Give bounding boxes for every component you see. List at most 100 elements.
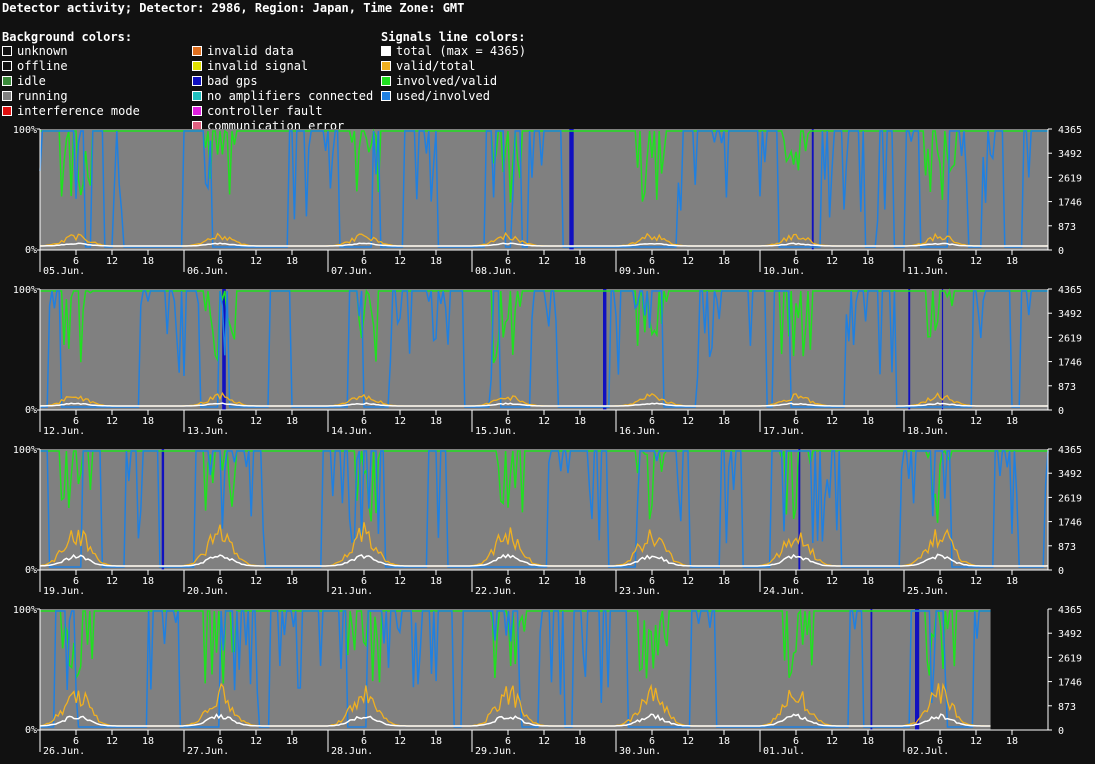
hour-label: 18 (862, 256, 874, 267)
hour-label: 12 (538, 736, 550, 747)
hour-label: 18 (286, 576, 298, 587)
hour-label: 18 (718, 576, 730, 587)
day-label: 20.Jun. (187, 586, 229, 597)
hour-label: 6 (361, 576, 367, 587)
legend-swatch (2, 91, 12, 101)
legend-swatch (381, 91, 391, 101)
hour-label: 6 (73, 416, 79, 427)
day-label: 18.Jun. (907, 426, 949, 437)
hour-label: 18 (862, 416, 874, 427)
right-tick-label: 1746 (1058, 678, 1082, 689)
bad-gps-stripe (569, 129, 574, 250)
day-label: 17.Jun. (763, 426, 805, 437)
left-tick-label: 0% (25, 405, 37, 416)
hour-label: 6 (217, 736, 223, 747)
hour-label: 18 (286, 736, 298, 747)
bad-gps-stripe (870, 609, 873, 730)
legend-swatch (2, 61, 12, 71)
series-involved-valid (40, 449, 1048, 523)
legend-label: valid/total (396, 59, 476, 73)
hour-label: 12 (682, 576, 694, 587)
series-involved-valid (40, 609, 991, 684)
hour-label: 18 (142, 256, 154, 267)
day-label: 26.Jun. (43, 746, 85, 757)
day-label: 09.Jun. (619, 266, 661, 277)
day-label: 11.Jun. (907, 266, 949, 277)
legend-label: idle (17, 74, 46, 88)
hour-label: 12 (250, 736, 262, 747)
series-total (39, 553, 1049, 567)
legend-item-bg-unknown: unknown (2, 44, 68, 59)
running-background (40, 129, 1048, 250)
day-label: 14.Jun. (331, 426, 373, 437)
signals-legend-heading: Signals line colors: (381, 30, 526, 44)
hour-label: 12 (106, 416, 118, 427)
hour-label: 6 (73, 736, 79, 747)
legend-item-bg-no-amplifiers-connected: no amplifiers connected (192, 89, 373, 104)
hour-label: 6 (937, 736, 943, 747)
hour-label: 6 (361, 736, 367, 747)
hour-label: 12 (538, 576, 550, 587)
left-tick-label: 100% (13, 605, 37, 616)
day-label: 28.Jun. (331, 746, 373, 757)
legend-item-bg-idle: idle (2, 74, 46, 89)
hour-label: 18 (1006, 256, 1018, 267)
right-tick-label: 0 (1058, 566, 1064, 577)
legend-swatch (192, 91, 202, 101)
legend-item-bg-interference-mode: interference mode (2, 104, 140, 119)
hour-label: 12 (394, 576, 406, 587)
hour-label: 18 (718, 416, 730, 427)
day-label: 27.Jun. (187, 746, 229, 757)
left-tick-label: 0% (25, 565, 37, 576)
legend-label: bad gps (207, 74, 258, 88)
left-tick-label: 100% (13, 445, 37, 456)
right-tick-label: 4365 (1058, 445, 1082, 456)
hour-label: 18 (430, 736, 442, 747)
hour-label: 18 (142, 416, 154, 427)
hour-label: 12 (826, 576, 838, 587)
hour-label: 6 (73, 256, 79, 267)
hour-label: 18 (574, 576, 586, 587)
day-label: 06.Jun. (187, 266, 229, 277)
right-tick-label: 2619 (1058, 493, 1082, 504)
day-label: 07.Jun. (331, 266, 373, 277)
hour-label: 12 (970, 576, 982, 587)
hour-label: 6 (793, 416, 799, 427)
legend-label: controller fault (207, 104, 323, 118)
legend-item-bg-offline: offline (2, 59, 68, 74)
background-legend-heading: Background colors: (2, 30, 133, 44)
hour-label: 18 (574, 256, 586, 267)
right-tick-label: 1746 (1058, 358, 1082, 369)
legend-swatch (2, 46, 12, 56)
legend-item-signal-valid-total: valid/total (381, 59, 475, 74)
right-tick-label: 3492 (1058, 149, 1082, 160)
hour-label: 18 (142, 576, 154, 587)
right-tick-label: 873 (1058, 222, 1076, 233)
right-tick-label: 3492 (1058, 309, 1082, 320)
hour-label: 12 (538, 256, 550, 267)
hour-label: 6 (505, 576, 511, 587)
hour-label: 6 (937, 416, 943, 427)
hour-label: 12 (394, 256, 406, 267)
left-tick-label: 100% (13, 285, 37, 296)
right-tick-label: 2619 (1058, 173, 1082, 184)
legend-item-bg-controller-fault: controller fault (192, 104, 323, 119)
legend-item-bg-invalid-signal: invalid signal (192, 59, 308, 74)
hour-label: 6 (217, 416, 223, 427)
hour-label: 18 (862, 736, 874, 747)
right-tick-label: 873 (1058, 382, 1076, 393)
legend-label: running (17, 89, 68, 103)
legend-item-bg-invalid-data: invalid data (192, 44, 294, 59)
day-label: 10.Jun. (763, 266, 805, 277)
hour-label: 18 (1006, 576, 1018, 587)
day-label: 30.Jun. (619, 746, 661, 757)
series-used-involved (39, 130, 1048, 248)
right-tick-label: 1746 (1058, 198, 1082, 209)
legend-item-signal-involved-valid: involved/valid (381, 74, 497, 89)
right-tick-label: 0 (1058, 246, 1064, 257)
running-background (40, 609, 991, 730)
hour-label: 6 (73, 576, 79, 587)
